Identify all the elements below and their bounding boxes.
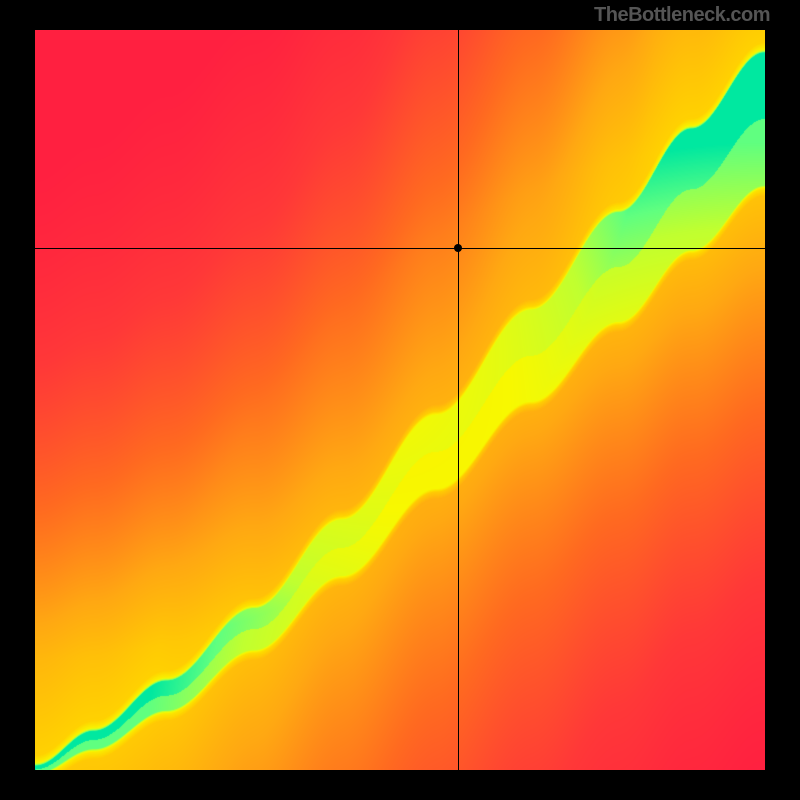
chart-container: TheBottleneck.com	[0, 0, 800, 800]
plot-area	[35, 30, 765, 770]
heatmap-canvas	[35, 30, 765, 770]
watermark: TheBottleneck.com	[594, 4, 770, 27]
